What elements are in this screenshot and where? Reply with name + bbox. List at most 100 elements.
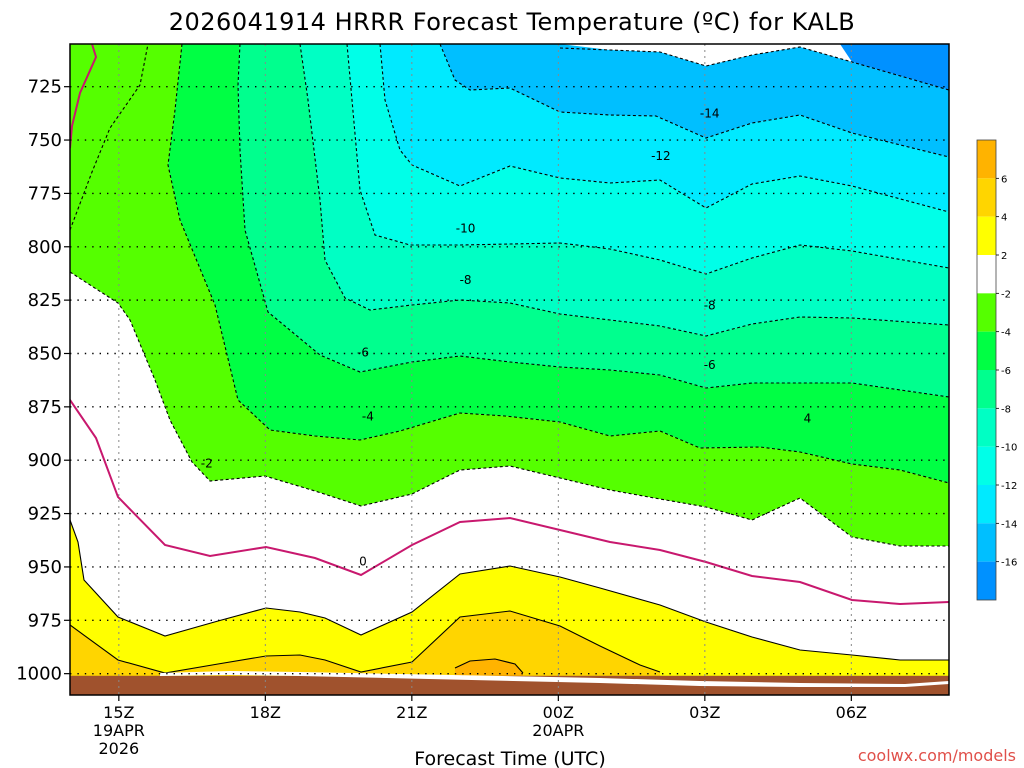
colorbar-tick-label: -10 [1001, 443, 1017, 454]
contour-label-text: -2 [201, 456, 213, 470]
band-fill-m2tom4 [70, 44, 949, 546]
x-axis-label: Forecast Time (UTC) [414, 748, 605, 768]
y-axis: 725 750 775 800 825 850 875 900 925 950 975 1000 [16, 77, 70, 685]
band-fill-m10tom12 [347, 44, 949, 274]
colorbar-swatch [977, 485, 996, 524]
x-tick-label: 03Z [689, 703, 720, 722]
x-tick-label: 06Z [836, 703, 867, 722]
contour-label: -6 [704, 358, 716, 372]
colorbar-tick-label: -2 [1001, 289, 1011, 300]
colorbar-swatch [977, 446, 996, 485]
colorbar-tick-label: -14 [1001, 519, 1017, 530]
y-tick-label: 750 [28, 130, 62, 151]
band-fill-m4tom6 [168, 44, 949, 483]
colorbar-swatch [977, 293, 996, 332]
contour-label-text: -8 [704, 298, 716, 312]
colorbar-swatch [977, 255, 996, 294]
contour-label: 0 [359, 555, 367, 569]
y-tick-label: 875 [28, 397, 62, 418]
contour-m4 [167, 44, 949, 484]
colorbar-swatch [977, 140, 996, 179]
y-tick-label: 925 [28, 504, 62, 525]
band-fill-2to4 [70, 520, 949, 695]
freezing-line-main [70, 399, 949, 606]
colorbar-swatch [977, 523, 996, 562]
colorbar-swatch [977, 216, 996, 255]
band-fill-m14tom16 [440, 44, 949, 157]
y-tick-label: 975 [28, 610, 62, 631]
y-tick-label: 950 [28, 557, 62, 578]
colorbar-tick-label: 2 [1001, 251, 1007, 262]
plot-area: -14 -12 -10 -8 -8 -6 -6 -4 4 -2 0 [70, 44, 949, 695]
contour-label: -8 [460, 273, 472, 287]
y-tick-label: 900 [28, 450, 62, 471]
ground-fill [70, 675, 949, 695]
y-tick-label: 850 [28, 343, 62, 364]
contour-m16 [559, 46, 949, 91]
colorbar-tick-label: -16 [1001, 558, 1017, 569]
ground-edge-white [160, 671, 949, 687]
x-tick-label: 19APR [93, 721, 145, 740]
colorbar-tick-label: -8 [1001, 404, 1011, 415]
y-tick-label: 800 [28, 237, 62, 258]
contour-label: -12 [651, 149, 671, 163]
contour-label: -10 [456, 222, 476, 236]
contour-m2-upper [70, 44, 149, 231]
contour-label: -14 [700, 106, 720, 120]
contour-label-text: -6 [357, 345, 369, 359]
contour-label-text: -12 [651, 149, 671, 163]
y-tick-label: 725 [28, 77, 62, 98]
contour-p4 [70, 610, 661, 674]
y-tick-label: 775 [28, 183, 62, 204]
plot-frame [69, 43, 950, 696]
freezing-lines [70, 44, 949, 606]
band-fill-m12tom14 [380, 44, 949, 212]
contour-label-text: -8 [460, 273, 472, 287]
x-tick-label: 18Z [250, 703, 281, 722]
x-tick-label: 2026 [98, 739, 139, 758]
contour-label: -4 [362, 409, 374, 423]
chart-title: 2026041914 HRRR Forecast Temperature (ºC… [169, 8, 856, 36]
contour-p6 [454, 658, 524, 674]
grid-layer [70, 44, 949, 695]
contour-label-layer: -14 -12 -10 -8 -8 -6 -6 -4 4 -2 0 [201, 106, 812, 569]
colorbar-swatch [977, 408, 996, 447]
contour-p2 [70, 519, 949, 661]
contour-label: 4 [804, 412, 812, 426]
x-tick-label: 21Z [396, 703, 427, 722]
colorbar: 6 4 2 -2 -4 -6 -8 -10 -12 -14 -16 [976, 139, 1017, 601]
colorbar-tick-label: -12 [1001, 481, 1017, 492]
contour-label-text: 4 [804, 412, 812, 426]
colorbar-tick-label: 6 [1001, 174, 1007, 185]
contour-m14 [439, 44, 949, 158]
contour-label-text: -6 [704, 358, 716, 372]
contour-label: -8 [704, 298, 716, 312]
contour-label-text: -14 [700, 106, 720, 120]
y-tick-label: 1000 [16, 664, 62, 685]
colorbar-tick-label: -4 [1001, 328, 1011, 339]
contour-m6 [237, 44, 949, 398]
contour-lines-dashed [70, 44, 949, 547]
x-tick-label: 00Z [543, 703, 574, 722]
contour-label: -6 [357, 345, 369, 359]
freezing-line-upper [70, 44, 98, 149]
colorbar-swatch [977, 370, 996, 409]
colorbar-tick-label: 4 [1001, 213, 1007, 224]
contour-lines-solid [70, 519, 949, 674]
band-fill-m16tom18 [840, 44, 949, 90]
colorbar-swatch [977, 561, 996, 600]
band-fill-m8tom10 [300, 44, 949, 336]
contour-label-text: 0 [359, 555, 367, 569]
colorbar-swatch [977, 178, 996, 217]
y-tick-label: 825 [28, 290, 62, 311]
site-credit: coolwx.com/models [858, 746, 1016, 765]
contour-m12 [379, 44, 949, 213]
contour-label-text: -10 [456, 222, 476, 236]
colorbar-swatch [977, 331, 996, 370]
x-tick-label: 20APR [532, 721, 584, 740]
colorbar-tick-label: -6 [1001, 366, 1011, 377]
contour-label-text: -4 [362, 409, 374, 423]
contour-label: -2 [201, 456, 213, 470]
